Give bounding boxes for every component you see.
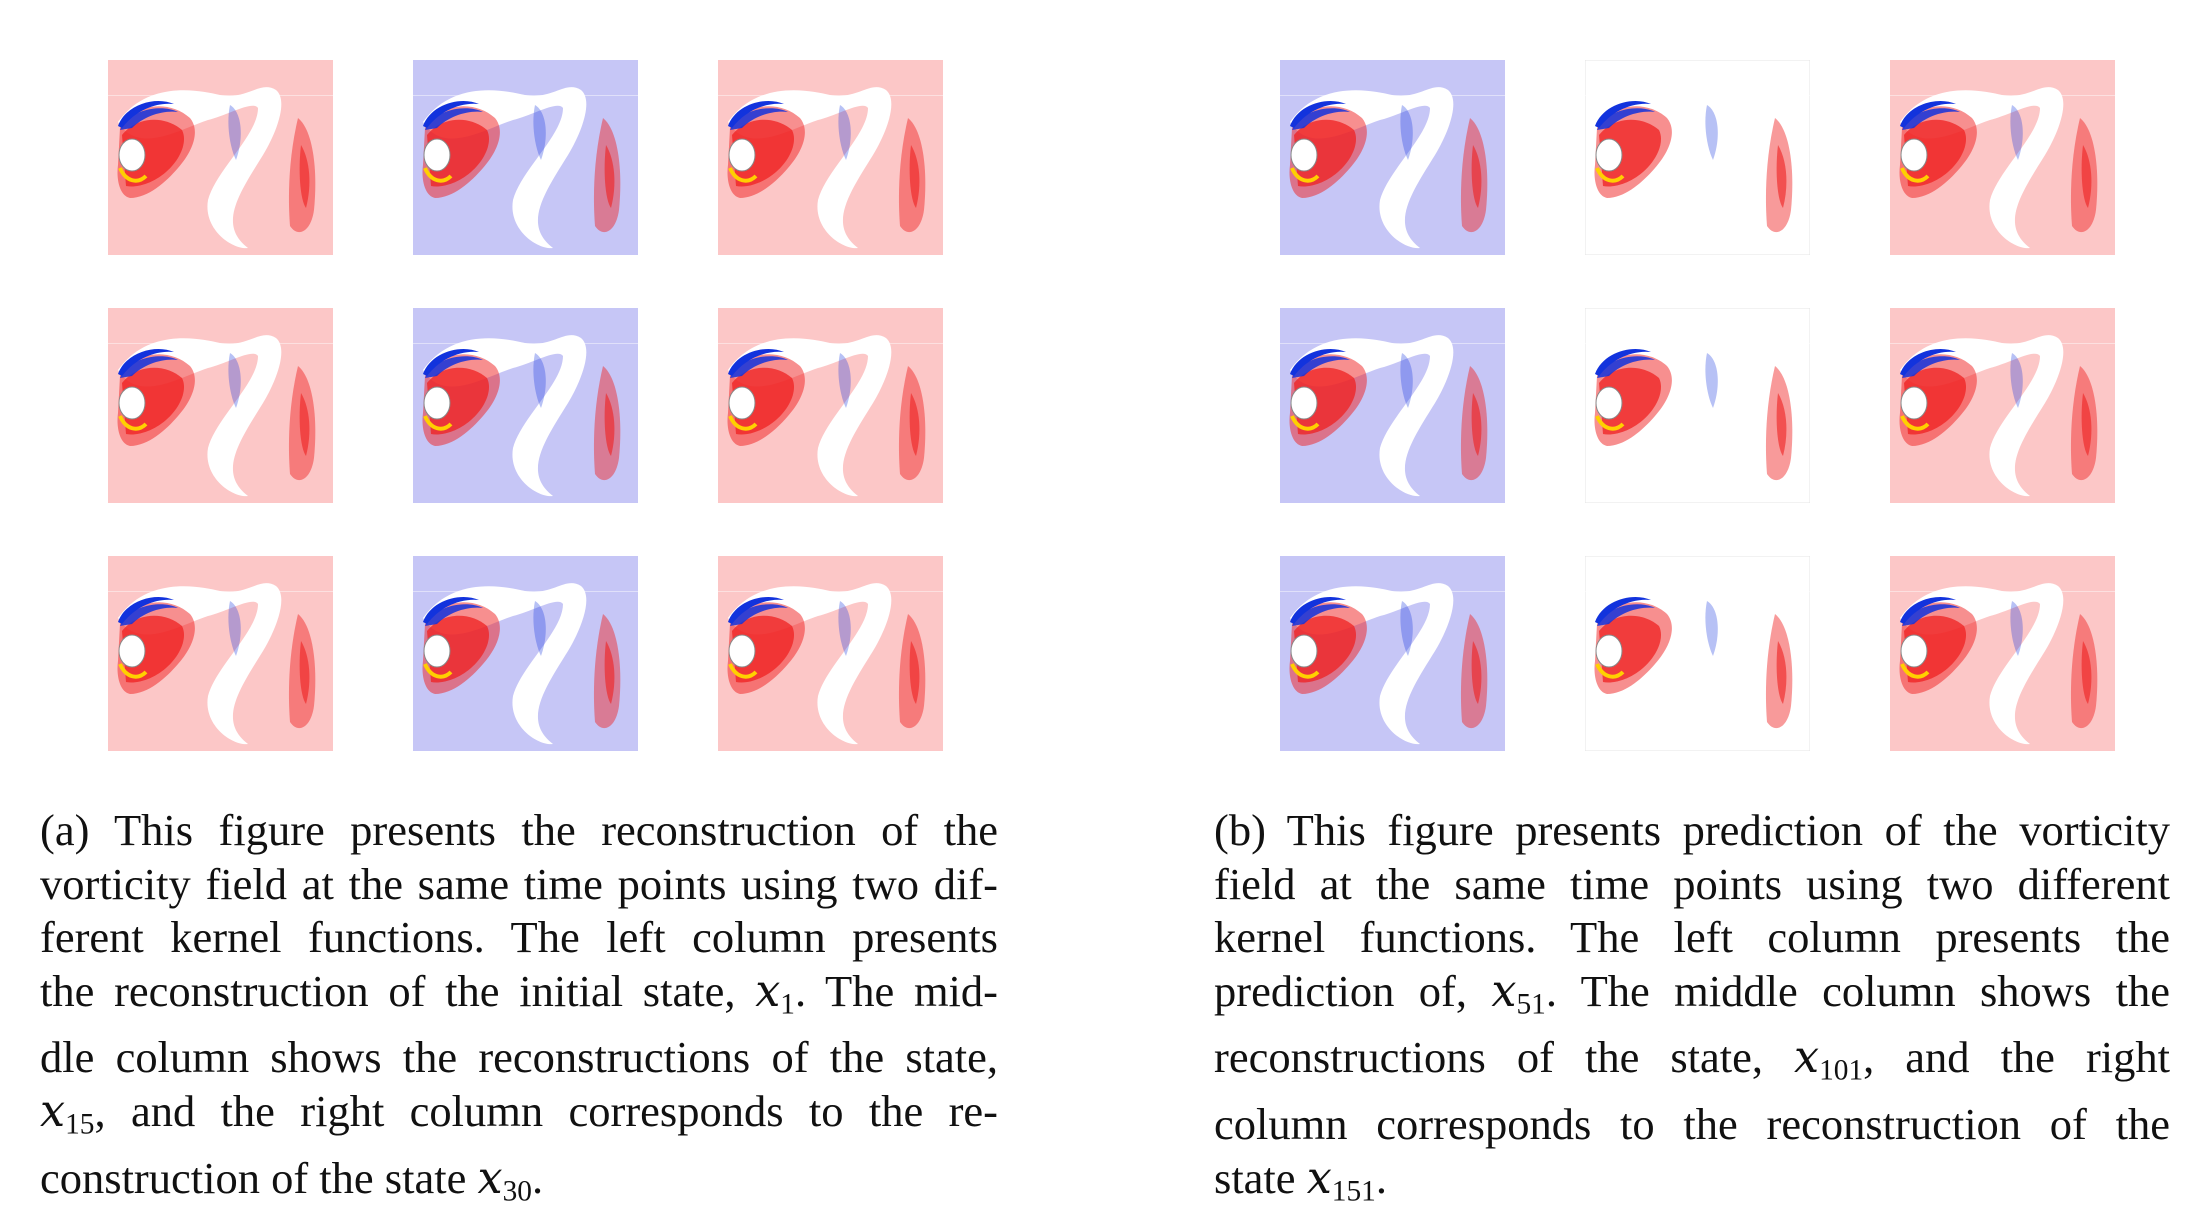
state-variable: x xyxy=(40,1085,66,1137)
caption-line: kernel functions. The left column presen… xyxy=(1214,912,2170,962)
vorticity-field-image xyxy=(1280,556,1505,751)
vorticity-field-image xyxy=(1890,556,2115,751)
caption-a: (a) This figure presents the reconstruct… xyxy=(40,804,998,1218)
caption-text: the reconstruction of the initial state, xyxy=(40,965,756,1016)
vorticity-field-image xyxy=(1280,60,1505,255)
caption-line: (b) This figure presents prediction of t… xyxy=(1214,805,2170,855)
state-variable: x xyxy=(477,1152,503,1204)
caption-line: reconstructions of the state, x101, and … xyxy=(1214,1031,2170,1098)
vorticity-field-image xyxy=(413,60,638,255)
caption-text: reconstructions of the state, xyxy=(1214,1032,1795,1083)
vorticity-field-image xyxy=(1585,60,1810,255)
caption-line: construction of the state x30. xyxy=(40,1152,998,1218)
vorticity-field-image xyxy=(108,308,333,503)
caption-line: ferent kernel functions. The left column… xyxy=(40,912,998,962)
vorticity-field-image xyxy=(108,556,333,751)
caption-text: , and the right xyxy=(1863,1032,2170,1083)
caption-line: state x151. xyxy=(1214,1152,2170,1218)
vorticity-field-image xyxy=(1890,60,2115,255)
state-index: 101 xyxy=(1819,1054,1864,1087)
caption-text: . xyxy=(1375,1152,1387,1203)
state-variable: x xyxy=(1491,965,1517,1017)
vorticity-field-image xyxy=(718,308,943,503)
caption-text: state xyxy=(1214,1152,1307,1203)
vorticity-field-image xyxy=(413,308,638,503)
vorticity-field-image xyxy=(1585,556,1810,751)
caption-line: x15, and the right column corresponds to… xyxy=(40,1085,998,1152)
vorticity-field-image xyxy=(718,60,943,255)
caption-line: column corresponds to the reconstruction… xyxy=(1214,1099,2170,1150)
state-variable: x xyxy=(1794,1032,1820,1084)
vorticity-field-image xyxy=(108,60,333,255)
vorticity-field-image xyxy=(1890,308,2115,503)
state-variable: x xyxy=(1306,1152,1332,1204)
caption-text: . The middle column shows the xyxy=(1545,965,2171,1016)
vorticity-field-image xyxy=(1585,308,1810,503)
state-index: 151 xyxy=(1331,1174,1376,1207)
caption-line: field at the same time points using two … xyxy=(1214,858,2170,909)
caption-line: prediction of, x51. The middle column sh… xyxy=(1214,965,2170,1032)
caption-line: vorticity field at the same time points … xyxy=(40,858,998,909)
state-index: 1 xyxy=(780,987,795,1020)
state-index: 15 xyxy=(65,1108,95,1141)
vorticity-field-image xyxy=(1280,308,1505,503)
vorticity-field-image xyxy=(718,556,943,751)
caption-text: , and the right column corresponds to th… xyxy=(94,1085,998,1136)
caption-text: prediction of, xyxy=(1214,965,1492,1016)
caption-b: (b) This figure presents prediction of t… xyxy=(1214,804,2170,1218)
state-index: 30 xyxy=(502,1174,532,1207)
caption-line: (a) This figure presents the reconstruct… xyxy=(40,805,998,855)
caption-line: dle column shows the reconstructions of … xyxy=(40,1032,998,1083)
caption-text: construction of the state xyxy=(40,1152,478,1203)
caption-text: . The mid- xyxy=(794,965,998,1016)
state-variable: x xyxy=(755,965,781,1017)
vorticity-field-image xyxy=(413,556,638,751)
caption-text: . xyxy=(531,1152,544,1203)
caption-line: the reconstruction of the initial state,… xyxy=(40,965,998,1032)
state-index: 51 xyxy=(1516,987,1546,1020)
